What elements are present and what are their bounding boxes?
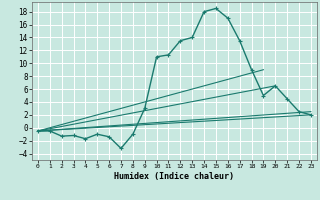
X-axis label: Humidex (Indice chaleur): Humidex (Indice chaleur) bbox=[115, 172, 234, 181]
